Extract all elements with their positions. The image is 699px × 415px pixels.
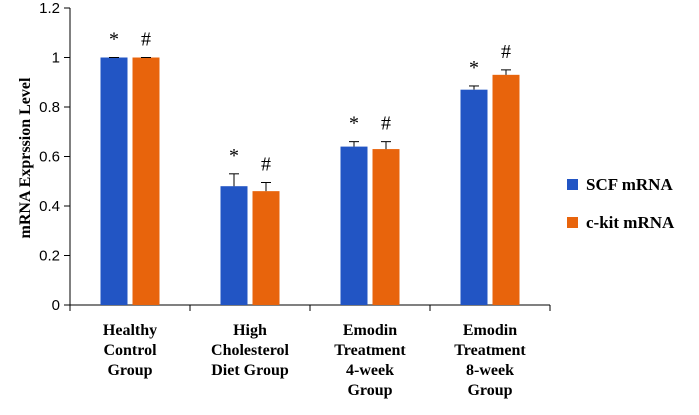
category-label-line: Treatment: [334, 342, 406, 359]
legend: SCF mRNA c-kit mRNA: [567, 175, 675, 232]
bars: * # * # * # * #: [100, 29, 520, 305]
bar-ckit: [492, 74, 520, 305]
bar-ckit: [132, 57, 160, 305]
category-label-line: High: [233, 322, 267, 339]
category-label-line: Group: [467, 382, 512, 399]
category-label-line: 8-week: [466, 362, 514, 379]
legend-label: c-kit mRNA: [586, 213, 675, 232]
bar-scf: [340, 146, 368, 305]
category-label-line: Diet Group: [211, 362, 289, 379]
y-tick-label: 1: [52, 50, 60, 67]
category-label-line: Cholesterol: [211, 342, 289, 359]
bar-scf: [460, 89, 488, 305]
significance-mark: #: [141, 29, 151, 51]
category-label-line: Healthy: [103, 322, 157, 339]
bar-ckit: [372, 149, 400, 305]
legend-swatch: [567, 179, 578, 190]
category-label-line: Group: [347, 382, 392, 399]
x-axis-labels: Healthy Control Group High Cholesterol Diet G…: [103, 322, 526, 399]
significance-mark: #: [381, 113, 391, 135]
y-tick-label: 0.2: [39, 248, 60, 265]
bar-ckit: [252, 191, 280, 305]
axes: 0 0.2 0.4 0.6 0.8 1 1.2: [39, 0, 551, 314]
category-label: Healthy Control Group: [103, 322, 157, 379]
significance-mark: *: [349, 113, 359, 135]
significance-mark: #: [261, 153, 271, 175]
category-label-line: Control: [103, 342, 157, 359]
category-label-line: 4-week: [346, 362, 394, 379]
bar-scf: [220, 186, 248, 305]
category-label: Emodin Treatment 4-week Group: [334, 322, 406, 399]
legend-label: SCF mRNA: [586, 175, 673, 194]
significance-mark: *: [469, 57, 479, 79]
y-tick-label: 0.6: [39, 149, 60, 166]
y-tick-label: 0.8: [39, 99, 60, 116]
category-label: High Cholesterol Diet Group: [211, 322, 289, 379]
y-axis-label: mRNA Exprssion Level: [17, 77, 34, 238]
significance-mark: #: [501, 41, 511, 63]
bar-scf: [100, 57, 128, 305]
significance-mark: *: [229, 145, 239, 167]
y-tick-label: 0.4: [39, 198, 60, 215]
category-label-line: Emodin: [463, 322, 517, 339]
y-tick-label: 1.2: [39, 0, 60, 17]
category-label-line: Treatment: [454, 342, 526, 359]
significance-mark: *: [109, 29, 119, 51]
y-tick-label: 0: [52, 297, 60, 314]
legend-swatch: [567, 217, 578, 228]
category-label-line: Emodin: [343, 322, 397, 339]
category-label: Emodin Treatment 8-week Group: [454, 322, 526, 399]
category-label-line: Group: [107, 362, 152, 379]
